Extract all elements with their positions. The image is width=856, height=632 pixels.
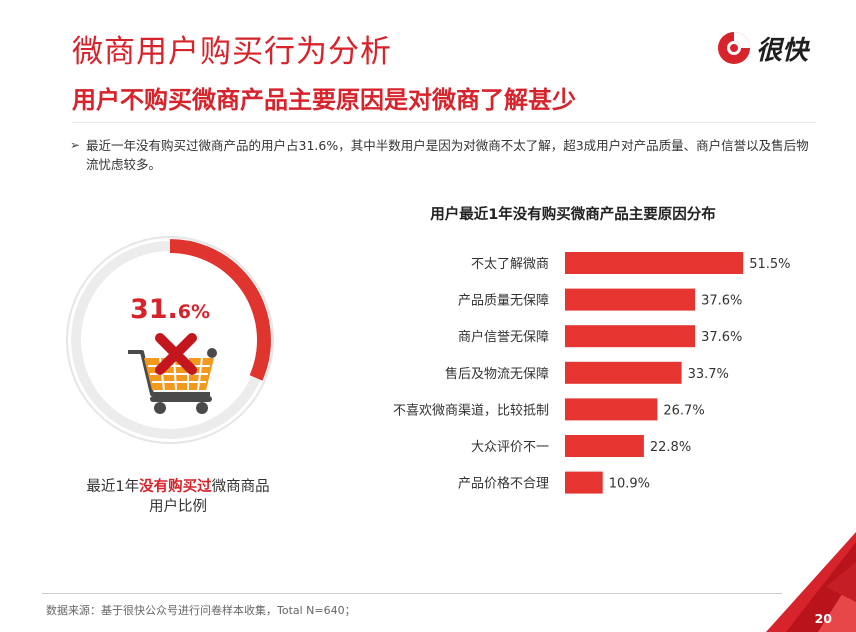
bar bbox=[565, 361, 682, 384]
bar bbox=[565, 435, 644, 457]
header-divider bbox=[72, 122, 816, 123]
brand-logo: 很快 bbox=[716, 28, 808, 68]
caption-highlight: 没有购买过 bbox=[139, 479, 212, 495]
bar-value-label: 37.6% bbox=[701, 330, 742, 345]
summary-text: 最近一年没有购买过微商产品的用户占31.6%，其中半数用户是因为对微商不太了解，… bbox=[86, 138, 809, 172]
donut-percentage: 31.6% bbox=[64, 294, 276, 325]
bar bbox=[565, 398, 658, 421]
page-subtitle: 用户不购买微商产品主要原因是对微商了解甚少 bbox=[72, 86, 576, 114]
bar-value-label: 33.7% bbox=[688, 367, 729, 382]
source-note: 数据来源：基于很快公众号进行问卷样本收集，Total N=640； bbox=[46, 604, 356, 617]
bar-category-label: 大众评价不一 bbox=[471, 440, 549, 455]
bar-category-label: 不喜欢微商渠道，比较抵制 bbox=[393, 403, 549, 418]
logo-icon bbox=[718, 32, 750, 64]
bar-value-label: 37.6% bbox=[701, 294, 742, 309]
donut-outer-ring bbox=[66, 236, 274, 444]
donut-value-int: 31. bbox=[129, 294, 178, 325]
caption-line2: 用户比例 bbox=[149, 499, 207, 515]
corner-decoration bbox=[766, 532, 856, 632]
summary-bullet: ➢ 最近一年没有购买过微商产品的用户占31.6%，其中半数用户是因为对微商不太了… bbox=[70, 136, 810, 174]
page-title: 微商用户购买行为分析 bbox=[72, 34, 392, 70]
bar-category-label: 商户信誉无保障 bbox=[458, 329, 549, 345]
donut-chart: 31.6% bbox=[64, 234, 276, 446]
bar-value-label: 10.9% bbox=[609, 477, 650, 492]
donut-value-dec: 6% bbox=[177, 301, 211, 323]
bar-value-label: 26.7% bbox=[663, 403, 704, 418]
shopping-cart-with-x-icon bbox=[128, 333, 217, 414]
bar bbox=[565, 252, 744, 274]
page-number: 20 bbox=[814, 611, 832, 626]
footer-divider bbox=[42, 593, 782, 594]
donut-caption: 最近1年没有购买过微商商品 用户比例 bbox=[60, 477, 296, 517]
bar-category-label: 不太了解微商 bbox=[471, 257, 549, 272]
bar bbox=[565, 325, 696, 348]
bar-value-label: 22.8% bbox=[650, 440, 691, 455]
bar-category-label: 产品价格不合理 bbox=[458, 476, 549, 492]
caption-prefix: 最近1年 bbox=[86, 479, 140, 495]
bar bbox=[565, 471, 603, 494]
logo-text: 很快 bbox=[756, 35, 809, 66]
bar-value-label: 51.5% bbox=[749, 257, 790, 272]
bar-category-label: 售后及物流无保障 bbox=[445, 366, 549, 382]
bullet-arrow-icon: ➢ bbox=[70, 138, 81, 152]
donut-value-arc bbox=[69, 239, 271, 441]
chart-title: 用户最近1年没有购买微商产品主要原因分布 bbox=[430, 207, 716, 223]
bar-category-label: 产品质量无保障 bbox=[458, 294, 549, 309]
bar bbox=[565, 288, 696, 311]
caption-suffix: 微商商品 bbox=[211, 479, 270, 495]
